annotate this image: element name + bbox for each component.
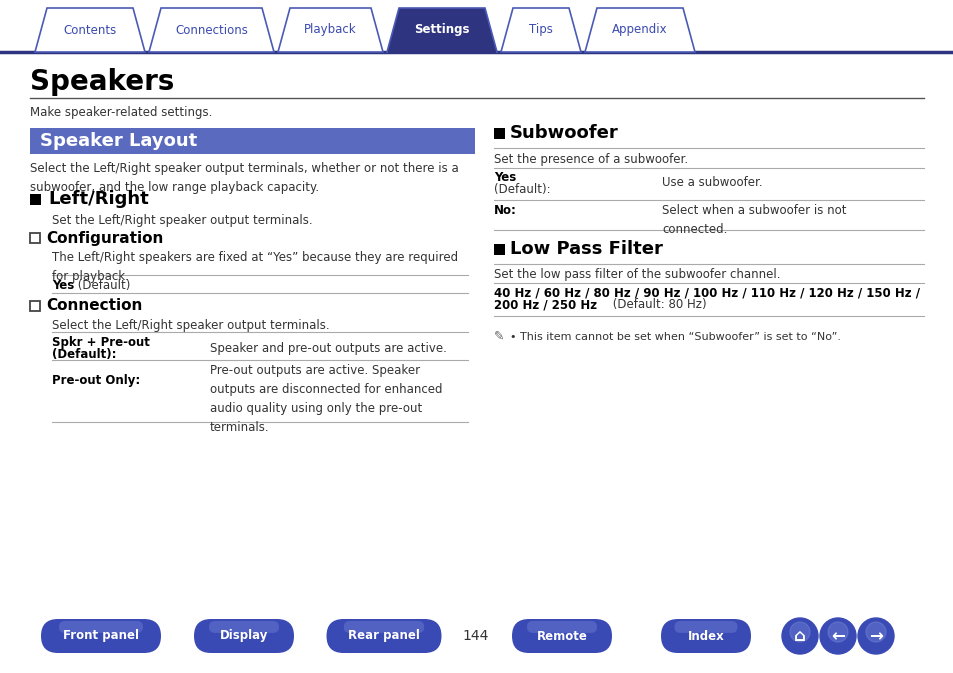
Text: Pre-out outputs are active. Speaker
outputs are disconnected for enhanced
audio : Pre-out outputs are active. Speaker outp… — [210, 364, 442, 434]
Text: ✎: ✎ — [494, 330, 504, 343]
Circle shape — [789, 622, 809, 642]
FancyBboxPatch shape — [343, 621, 424, 633]
Circle shape — [820, 618, 855, 654]
Text: Appendix: Appendix — [612, 24, 667, 36]
Bar — [494, 128, 504, 139]
Text: Spkr + Pre-out: Spkr + Pre-out — [52, 336, 150, 349]
Text: Remote: Remote — [536, 629, 587, 643]
Bar — [494, 244, 504, 255]
Text: Display: Display — [219, 629, 268, 643]
Bar — [388, 51, 496, 54]
Text: →: → — [868, 627, 882, 645]
Text: (Default): (Default) — [74, 279, 131, 292]
Text: Speaker Layout: Speaker Layout — [40, 132, 197, 150]
Text: Select when a subwoofer is not
connected.: Select when a subwoofer is not connected… — [661, 204, 845, 236]
Text: No:: No: — [494, 204, 517, 217]
Polygon shape — [35, 8, 145, 52]
Text: Settings: Settings — [414, 24, 469, 36]
Text: Subwoofer: Subwoofer — [510, 125, 618, 143]
Text: Use a subwoofer.: Use a subwoofer. — [661, 176, 761, 189]
Text: Yes: Yes — [52, 279, 74, 292]
FancyBboxPatch shape — [209, 621, 278, 633]
FancyBboxPatch shape — [326, 619, 441, 653]
Polygon shape — [584, 8, 695, 52]
Text: Contents: Contents — [63, 24, 116, 36]
Polygon shape — [149, 8, 274, 52]
FancyBboxPatch shape — [59, 621, 143, 633]
Text: Tips: Tips — [529, 24, 553, 36]
FancyBboxPatch shape — [660, 619, 750, 653]
Text: (Default: 80 Hz): (Default: 80 Hz) — [608, 298, 706, 311]
FancyBboxPatch shape — [674, 621, 737, 633]
Text: Set the Left/Right speaker output terminals.: Set the Left/Right speaker output termin… — [52, 214, 313, 227]
Text: Pre-out Only:: Pre-out Only: — [52, 374, 140, 387]
Text: 200 Hz / 250 Hz: 200 Hz / 250 Hz — [494, 298, 597, 311]
Text: Playback: Playback — [304, 24, 356, 36]
Text: 144: 144 — [462, 629, 489, 643]
Polygon shape — [277, 8, 382, 52]
Text: Speaker and pre-out outputs are active.: Speaker and pre-out outputs are active. — [210, 342, 446, 355]
Text: Select the Left/Right speaker output terminals.: Select the Left/Right speaker output ter… — [52, 319, 330, 332]
Text: Make speaker-related settings.: Make speaker-related settings. — [30, 106, 213, 119]
Text: Low Pass Filter: Low Pass Filter — [510, 240, 662, 258]
Circle shape — [827, 622, 847, 642]
Text: Left/Right: Left/Right — [48, 190, 149, 209]
Circle shape — [781, 618, 817, 654]
Text: Index: Index — [687, 629, 723, 643]
Text: Select the Left/Right speaker output terminals, whether or not there is a
subwoo: Select the Left/Right speaker output ter… — [30, 162, 458, 194]
Bar — [30, 128, 475, 154]
Text: Connection: Connection — [46, 299, 142, 314]
Text: Connections: Connections — [175, 24, 248, 36]
Text: Front panel: Front panel — [63, 629, 139, 643]
Bar — [30, 301, 40, 311]
Text: Speakers: Speakers — [30, 68, 174, 96]
Text: • This item cannot be set when “Subwoofer” is set to “No”.: • This item cannot be set when “Subwoofe… — [510, 332, 841, 342]
Text: (Default):: (Default): — [494, 183, 550, 196]
Text: ←: ← — [830, 627, 844, 645]
Text: Configuration: Configuration — [46, 230, 163, 246]
Text: (Default):: (Default): — [52, 348, 116, 361]
Circle shape — [857, 618, 893, 654]
Text: Rear panel: Rear panel — [348, 629, 419, 643]
FancyBboxPatch shape — [512, 619, 612, 653]
FancyBboxPatch shape — [526, 621, 597, 633]
Bar — [30, 233, 40, 243]
FancyBboxPatch shape — [193, 619, 294, 653]
Text: Set the presence of a subwoofer.: Set the presence of a subwoofer. — [494, 153, 687, 166]
Text: Set the low pass filter of the subwoofer channel.: Set the low pass filter of the subwoofer… — [494, 268, 780, 281]
Text: 40 Hz / 60 Hz / 80 Hz / 90 Hz / 100 Hz / 110 Hz / 120 Hz / 150 Hz /: 40 Hz / 60 Hz / 80 Hz / 90 Hz / 100 Hz /… — [494, 286, 919, 299]
Circle shape — [865, 622, 885, 642]
Text: Yes: Yes — [494, 171, 516, 184]
FancyBboxPatch shape — [41, 619, 161, 653]
Polygon shape — [500, 8, 580, 52]
Text: The Left/Right speakers are fixed at “Yes” because they are required
for playbac: The Left/Right speakers are fixed at “Ye… — [52, 251, 457, 283]
Bar — [30, 194, 41, 205]
Polygon shape — [387, 8, 497, 52]
Text: ⌂: ⌂ — [793, 627, 805, 645]
